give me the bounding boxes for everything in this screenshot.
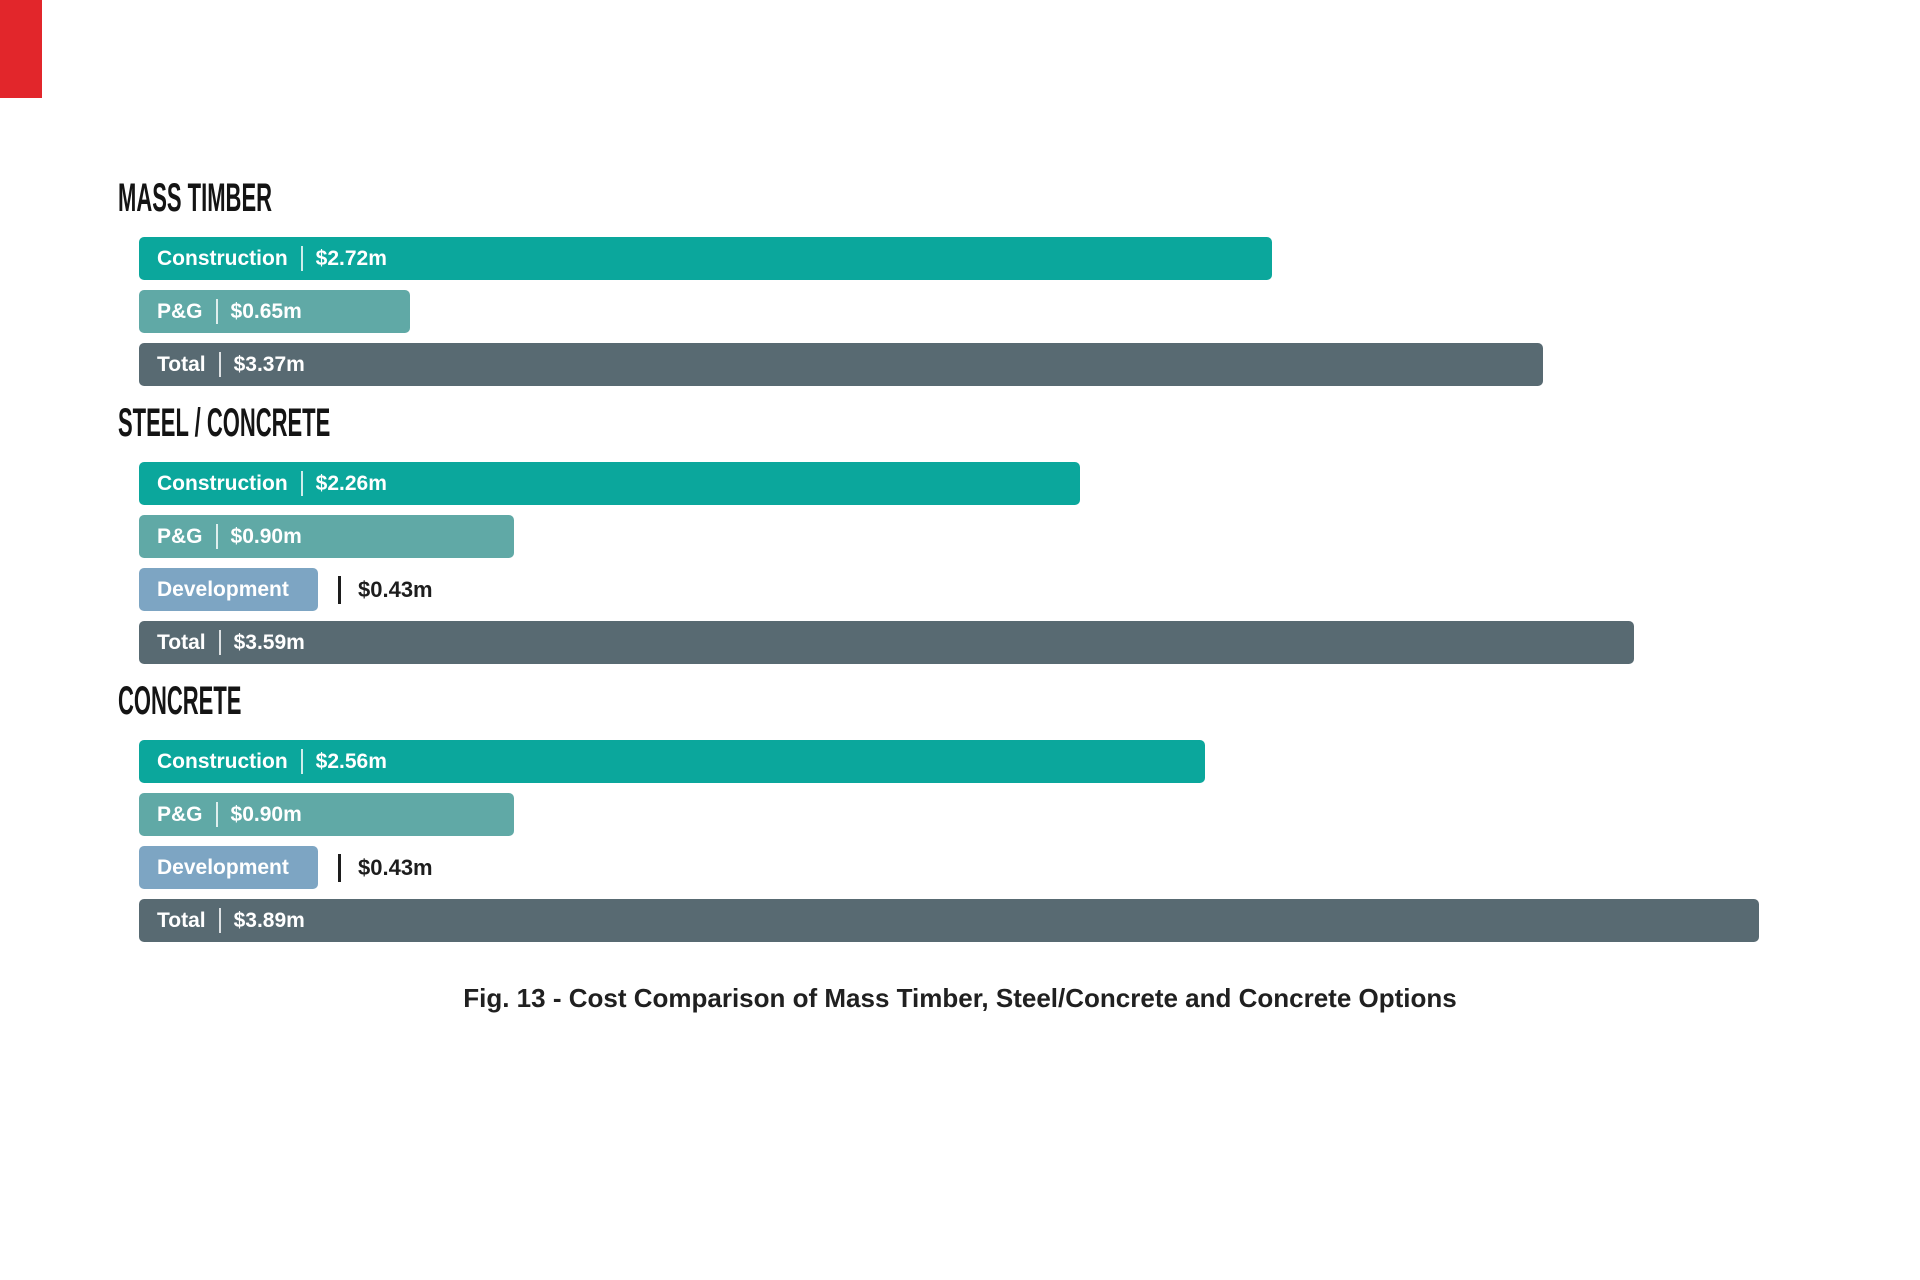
figure-caption: Fig. 13 - Cost Comparison of Mass Timber… <box>463 983 1457 1013</box>
label-value-divider <box>218 630 221 655</box>
cost-bar-development: Development <box>139 846 318 889</box>
bar-value: $3.37m <box>233 352 305 376</box>
label-value-divider <box>300 471 303 496</box>
bar-value: $0.90m <box>230 802 302 826</box>
bar-label: Total <box>157 352 206 376</box>
bar-row: Development $0.43m <box>139 846 1920 889</box>
bar-label: P&G <box>157 299 203 323</box>
bar-label: Construction <box>157 471 288 495</box>
label-value-divider <box>215 802 218 827</box>
bar-row: Construction $2.26m <box>139 462 1920 505</box>
bar-row: Construction $2.72m <box>139 237 1920 280</box>
section-title: CONCRETE <box>118 679 242 723</box>
section-title: MASS TIMBER <box>118 176 272 220</box>
bar-row: Total $3.89m <box>139 899 1920 942</box>
bar-value-outside: $0.43m <box>358 576 433 602</box>
bar-label: Development <box>157 855 289 879</box>
bar-label: Construction <box>157 246 288 270</box>
label-value-divider <box>338 575 341 604</box>
bar-value: $0.65m <box>230 299 302 323</box>
cost-bar-total: Total $3.37m <box>139 343 1543 386</box>
cost-bar-total: Total $3.59m <box>139 621 1634 664</box>
bar-label: Development <box>157 577 289 601</box>
cost-bar-total: Total $3.89m <box>139 899 1759 942</box>
chart-section-steel-concrete: STEEL / CONCRETE Construction $2.26m P&G $0.… <box>118 403 1920 664</box>
cost-bar-pg: P&G $0.90m <box>139 515 514 558</box>
label-value-divider <box>300 246 303 271</box>
bar-row: Development $0.43m <box>139 568 1920 611</box>
bar-row: Total $3.59m <box>139 621 1920 664</box>
bar-value: $2.56m <box>315 749 387 773</box>
cost-bar-development: Development <box>139 568 318 611</box>
bar-label: Total <box>157 908 206 932</box>
chart-area: MASS TIMBER Construction $2.72m P&G $0.65m To… <box>118 178 1920 1013</box>
bar-value: $2.26m <box>315 471 387 495</box>
cost-bar-construction: Construction $2.26m <box>139 462 1080 505</box>
label-value-divider <box>218 908 221 933</box>
red-corner-strip <box>0 0 42 98</box>
label-value-divider <box>215 524 218 549</box>
label-value-divider <box>215 299 218 324</box>
bar-value: $3.59m <box>233 630 305 654</box>
cost-bar-construction: Construction $2.72m <box>139 237 1272 280</box>
bar-value: $3.89m <box>233 908 305 932</box>
cost-bar-construction: Construction $2.56m <box>139 740 1205 783</box>
cost-bar-pg: P&G $0.65m <box>139 290 410 333</box>
chart-section-concrete: CONCRETE Construction $2.56m P&G $0.90m Devel… <box>118 681 1920 942</box>
bar-label: Total <box>157 630 206 654</box>
bar-row: Construction $2.56m <box>139 740 1920 783</box>
bar-row: P&G $0.90m <box>139 793 1920 836</box>
bar-row: P&G $0.90m <box>139 515 1920 558</box>
bar-value: $2.72m <box>315 246 387 270</box>
chart-section-mass-timber: MASS TIMBER Construction $2.72m P&G $0.65m To… <box>118 178 1920 386</box>
bar-label: P&G <box>157 524 203 548</box>
label-value-divider <box>300 749 303 774</box>
bar-value: $0.90m <box>230 524 302 548</box>
cost-bar-pg: P&G $0.90m <box>139 793 514 836</box>
label-value-divider <box>218 352 221 377</box>
bar-label: Construction <box>157 749 288 773</box>
section-title: STEEL / CONCRETE <box>118 401 331 445</box>
cost-comparison-chart: MASS TIMBER Construction $2.72m P&G $0.65m To… <box>118 178 1920 942</box>
label-value-divider <box>338 853 341 882</box>
bar-value-outside: $0.43m <box>358 854 433 880</box>
bar-row: P&G $0.65m <box>139 290 1920 333</box>
bar-row: Total $3.37m <box>139 343 1920 386</box>
bar-label: P&G <box>157 802 203 826</box>
